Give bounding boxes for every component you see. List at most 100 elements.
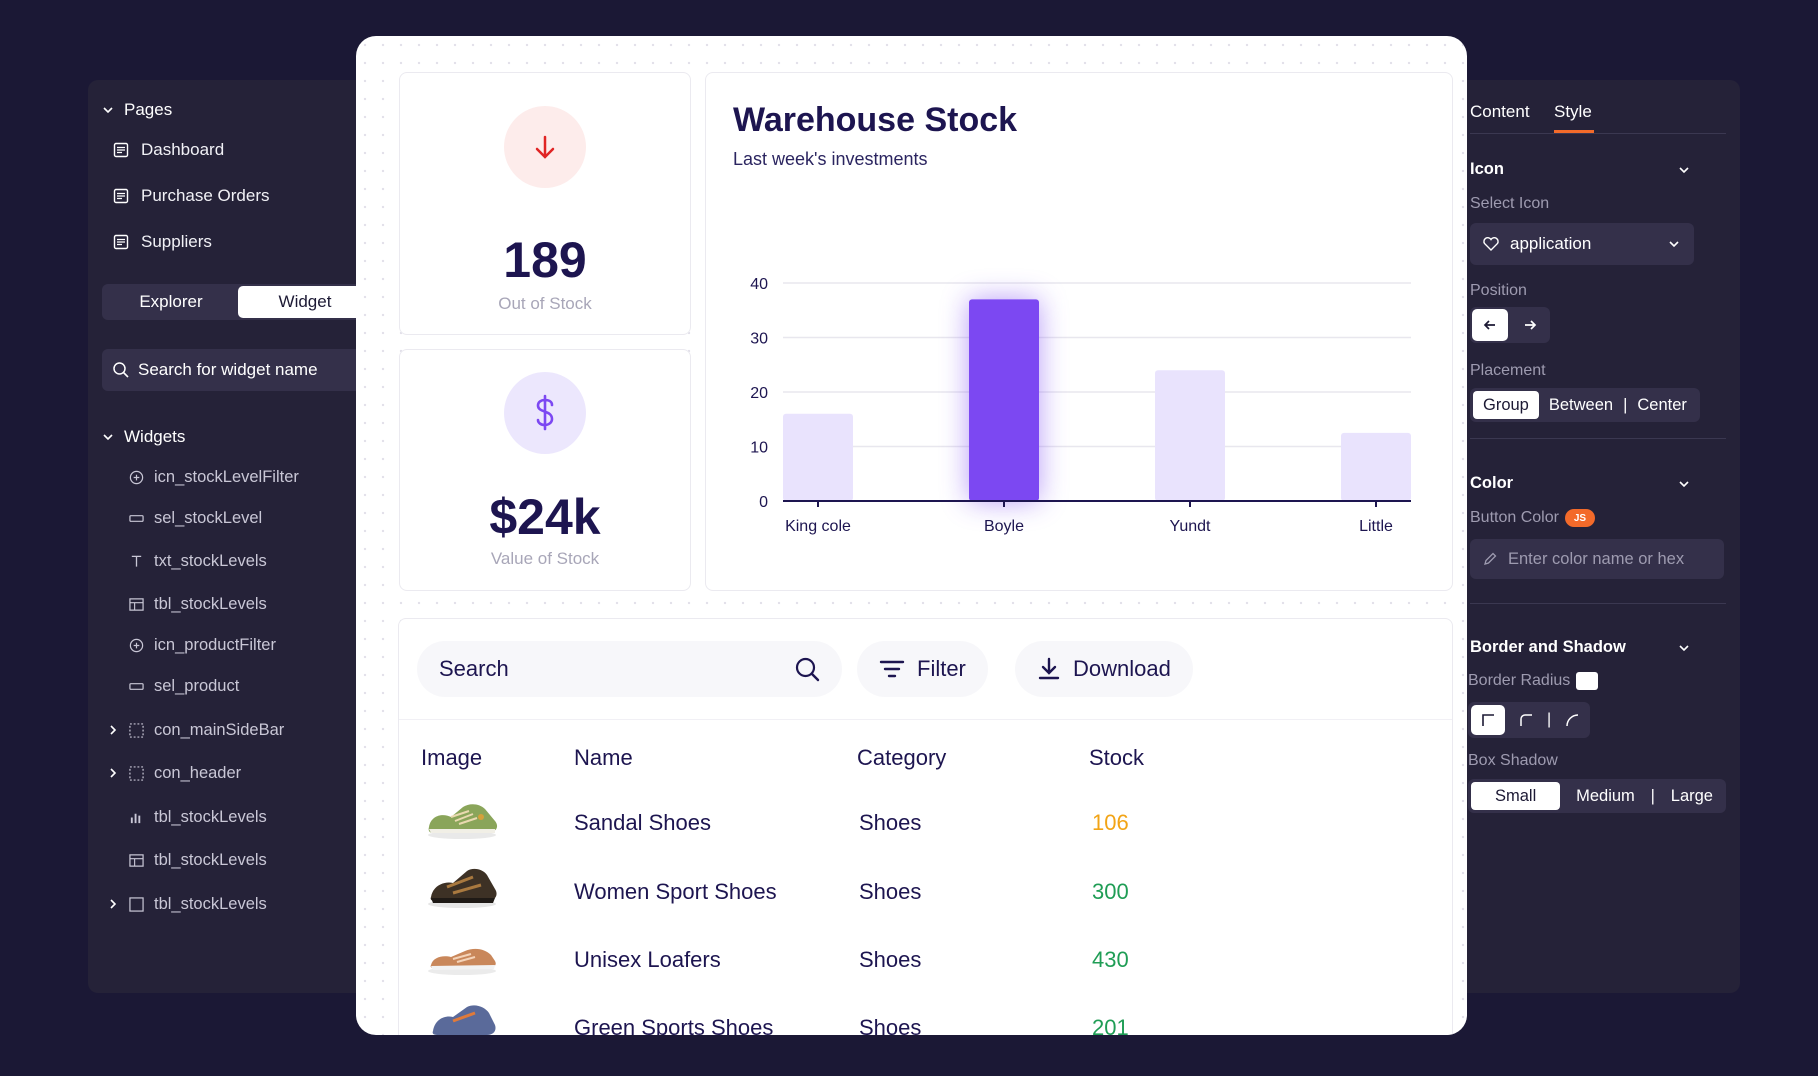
select-box-icon: [128, 678, 144, 694]
radius-large-button[interactable]: [1557, 705, 1587, 735]
select-box-icon: [128, 510, 144, 526]
border-section-header[interactable]: Border and Shadow: [1470, 638, 1626, 656]
widget-label: con_header: [154, 763, 242, 782]
page-icon: [113, 234, 129, 250]
border-radius-text: Border Radius: [1468, 672, 1571, 689]
bar-king-cole[interactable]: [783, 413, 853, 501]
select-icon-value: application: [1510, 234, 1592, 253]
x-tick-label: Little: [1359, 518, 1393, 535]
icon-section-header[interactable]: Icon: [1470, 160, 1504, 178]
download-icon: [1038, 657, 1060, 680]
x-tick-label: Boyle: [984, 518, 1024, 535]
widget-item[interactable]: txt_stockLevels: [106, 549, 267, 573]
chevron-right-icon[interactable]: [106, 723, 120, 737]
chevron-down-icon[interactable]: [1678, 642, 1690, 654]
js-badge[interactable]: JS: [1564, 509, 1595, 527]
widget-item[interactable]: icn_productFilter: [106, 633, 276, 657]
right-panel: Content Style Icon Select Icon applicati…: [1430, 80, 1740, 993]
out-of-stock-card[interactable]: 189 Out of Stock: [399, 72, 691, 335]
product-stock: 300: [1092, 879, 1129, 904]
chevron-down-icon: [1669, 241, 1679, 248]
placement-between[interactable]: Between: [1548, 395, 1614, 414]
widgets-section-header[interactable]: Widgets: [102, 427, 185, 447]
button-color-text: Button Color: [1470, 509, 1559, 526]
value-of-stock-card[interactable]: $24k Value of Stock: [399, 349, 691, 591]
color-section-header[interactable]: Color: [1470, 474, 1514, 492]
product-category: Shoes: [859, 879, 922, 904]
bar-little[interactable]: [1341, 432, 1411, 501]
widget-label: icn_stockLevelFilter: [154, 467, 299, 486]
tab-style[interactable]: Style: [1554, 102, 1592, 121]
shadow-large[interactable]: Large: [1670, 786, 1713, 805]
corner-round-icon: [1566, 714, 1579, 727]
download-button[interactable]: Download: [1015, 641, 1193, 697]
page-item-purchase-orders[interactable]: Purchase Orders: [113, 186, 270, 206]
product-name: Unisex Loafers: [574, 947, 721, 972]
widget-item[interactable]: con_header: [106, 761, 241, 785]
product-category: Shoes: [859, 810, 922, 835]
table-search-input[interactable]: Search: [417, 641, 842, 697]
chevron-down-icon: [103, 107, 113, 114]
border-radius-label: Border Radius: [1468, 672, 1599, 690]
select-icon-dropdown[interactable]: application: [1470, 223, 1694, 265]
column-header-stock[interactable]: Stock: [1089, 745, 1145, 770]
column-header-category[interactable]: Category: [857, 745, 947, 770]
widget-item[interactable]: tbl_stockLevels: [106, 592, 267, 616]
radius-small-button[interactable]: [1511, 705, 1541, 735]
sports-shoe-image: [432, 1005, 496, 1035]
chevron-right-icon[interactable]: [106, 897, 120, 911]
page-item-dashboard[interactable]: Dashboard: [113, 140, 224, 160]
table-search-placeholder: Search: [439, 656, 509, 681]
separator: |: [1623, 395, 1628, 414]
widget-label: tbl_stockLevels: [154, 594, 267, 613]
widget-item[interactable]: sel_stockLevel: [106, 506, 262, 530]
widget-item[interactable]: tbl_stockLevels: [106, 805, 267, 829]
placement-center[interactable]: Center: [1637, 395, 1687, 414]
tab-explorer[interactable]: Explorer: [139, 292, 203, 311]
pages-section-header[interactable]: Pages: [102, 100, 172, 120]
widget-search-input[interactable]: Search for widget name: [102, 349, 374, 391]
widget-item[interactable]: sel_product: [106, 674, 239, 698]
arrow-down-icon: [535, 135, 555, 159]
select-icon-label: Select Icon: [1470, 195, 1550, 212]
radius-none-button[interactable]: [1471, 705, 1505, 735]
heart-icon: [1483, 237, 1499, 251]
placement-group[interactable]: Group: [1473, 391, 1539, 419]
chevron-down-icon[interactable]: [1678, 478, 1690, 490]
position-right-button[interactable]: [1512, 309, 1548, 341]
table-icon: [128, 852, 144, 868]
widget-item[interactable]: con_mainSideBar: [106, 718, 284, 742]
column-header-name[interactable]: Name: [574, 745, 633, 770]
widget-item[interactable]: tbl_stockLevels: [106, 892, 267, 916]
table-icon: [128, 596, 144, 612]
chevron-right-icon[interactable]: [106, 766, 120, 780]
shadow-medium[interactable]: Medium: [1576, 786, 1635, 805]
shadow-small[interactable]: Small: [1471, 782, 1561, 810]
widget-item[interactable]: icn_stockLevelFilter: [106, 465, 299, 489]
bar-yundt[interactable]: [1155, 370, 1225, 501]
plus-circle-icon: [128, 637, 144, 653]
corner-rounded-icon: [1520, 714, 1532, 726]
chevron-down-icon: [103, 434, 113, 441]
widget-label: sel_stockLevel: [154, 508, 263, 527]
tab-content[interactable]: Content: [1470, 102, 1530, 121]
page-item-suppliers[interactable]: Suppliers: [113, 232, 212, 252]
color-input[interactable]: Enter color name or hex: [1470, 539, 1724, 579]
warehouse-stock-chart-card[interactable]: Warehouse Stock Last week's investments …: [705, 72, 1453, 591]
filter-button[interactable]: Filter: [857, 641, 988, 697]
product-stock: 201: [1092, 1015, 1129, 1035]
tab-widget[interactable]: Widget: [238, 286, 372, 318]
y-tick-label: 10: [750, 440, 768, 457]
position-toggle: [1470, 307, 1550, 343]
position-left-button[interactable]: [1472, 309, 1508, 341]
widget-item[interactable]: tbl_stockLevels: [106, 848, 267, 872]
widget-label: tbl_stockLevels: [154, 894, 267, 913]
bar-boyle[interactable]: [969, 299, 1039, 501]
column-header-image[interactable]: Image: [421, 745, 483, 770]
product-name: Sandal Shoes: [574, 810, 711, 835]
product-name: Green Sports Shoes: [574, 1015, 774, 1035]
chevron-down-icon[interactable]: [1678, 164, 1690, 176]
search-icon: [795, 657, 820, 682]
border-radius-swatch[interactable]: [1576, 672, 1599, 690]
download-label: Download: [1073, 656, 1171, 681]
